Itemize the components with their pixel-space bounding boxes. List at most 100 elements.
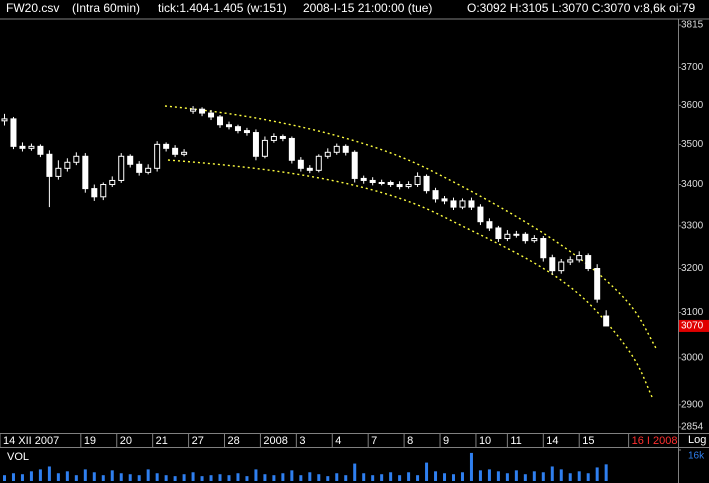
volume-bar [56, 473, 60, 481]
candle-body [1, 118, 8, 122]
x-tick-label: 7 [371, 435, 377, 447]
candle-body [306, 167, 313, 171]
x-tick-label: 3 [299, 435, 305, 447]
volume-bar [227, 475, 231, 481]
candle-body [567, 259, 574, 263]
volume-bar [164, 475, 168, 481]
y-tick-label: 3400 [681, 179, 704, 190]
candle-body [378, 181, 385, 184]
candle-body [558, 261, 565, 272]
volume-bar [119, 473, 123, 481]
channel-lower [167, 159, 653, 398]
volume-bar [362, 473, 366, 481]
candle-body [513, 233, 520, 236]
volume-bar [128, 474, 132, 481]
volume-bar [200, 476, 204, 481]
y-tick-label: 3300 [681, 221, 704, 232]
candle-body [423, 175, 430, 192]
x-tick-label: 20 [120, 435, 132, 447]
candle-body [297, 159, 304, 169]
volume-bar [514, 470, 518, 481]
candle-body [576, 255, 583, 261]
candle-body [333, 145, 340, 153]
x-tick-label: 10 [479, 435, 491, 447]
volume-bar [425, 462, 429, 481]
y-tick-label: 3100 [681, 307, 704, 318]
candle-body [261, 139, 268, 157]
volume-bar [487, 469, 491, 481]
volume-bar [218, 474, 222, 481]
candle-body [225, 124, 232, 128]
candle-body [64, 161, 71, 169]
candle-body [504, 233, 511, 240]
candle-body [405, 184, 412, 188]
x-tick-label: 8 [407, 435, 413, 447]
candle-body [387, 181, 394, 186]
candle-body [549, 257, 556, 272]
candle-body [172, 147, 179, 155]
volume-bar [586, 473, 590, 481]
candle-body [199, 108, 206, 114]
candle-body [82, 155, 89, 190]
channel-upper [164, 105, 658, 351]
candle-body [243, 130, 250, 134]
volume-bar [20, 474, 24, 481]
candle-body [342, 145, 349, 153]
candle-body [118, 155, 125, 181]
volume-tick-label: 16k [688, 451, 705, 462]
volume-bar [137, 475, 141, 481]
x-tick-label: 14 XII 2007 [3, 435, 59, 447]
scale-label: Log [688, 434, 706, 446]
volume-bar [92, 472, 96, 481]
candle-body [252, 132, 259, 157]
volume-bar [326, 476, 330, 481]
x-tick-label: 15 [582, 435, 594, 447]
candle-body [468, 200, 475, 208]
volume-bar [65, 471, 69, 481]
candle-body [414, 175, 421, 186]
candle-body [459, 200, 466, 208]
volume-bar [182, 474, 186, 481]
volume-bar [478, 470, 482, 481]
candle-body [477, 206, 484, 223]
candle-body [154, 143, 161, 169]
volume-bar [272, 475, 276, 481]
candle-body [163, 143, 170, 149]
volume-bar [2, 475, 6, 481]
volume-label: VOL [7, 451, 29, 463]
y-tick-label: 3500 [681, 139, 704, 150]
volume-bar [308, 472, 312, 481]
x-tick-label: 21 [156, 435, 168, 447]
candle-body [594, 267, 601, 300]
volume-bar [299, 475, 303, 481]
volume-bar [451, 474, 455, 481]
volume-bar [353, 463, 357, 481]
candle-body [19, 145, 26, 149]
x-tick-label: 14 [546, 435, 558, 447]
candle-body [495, 227, 502, 240]
candle-body [396, 184, 403, 188]
volume-bar [460, 472, 464, 481]
x-tick-label: 4 [335, 435, 341, 447]
volume-bar [209, 475, 213, 481]
volume-bar [541, 472, 545, 481]
candle-body [279, 135, 286, 139]
candle-body [208, 112, 215, 118]
candle-body [315, 155, 322, 171]
candle-body [324, 151, 331, 157]
candle-body [100, 184, 107, 198]
volume-bar [317, 474, 321, 481]
volume-bar [505, 473, 509, 481]
candle-body [270, 135, 277, 141]
x-tick-label: 19 [84, 435, 96, 447]
x-tick-label: 9 [443, 435, 449, 447]
volume-bar [335, 473, 339, 481]
volume-bar [254, 469, 258, 481]
volume-bar [281, 473, 285, 481]
candle-body [145, 167, 152, 173]
y-tick-label: 2900 [681, 399, 704, 410]
y-tick-label: 3700 [681, 62, 704, 73]
candle-body [603, 315, 610, 327]
